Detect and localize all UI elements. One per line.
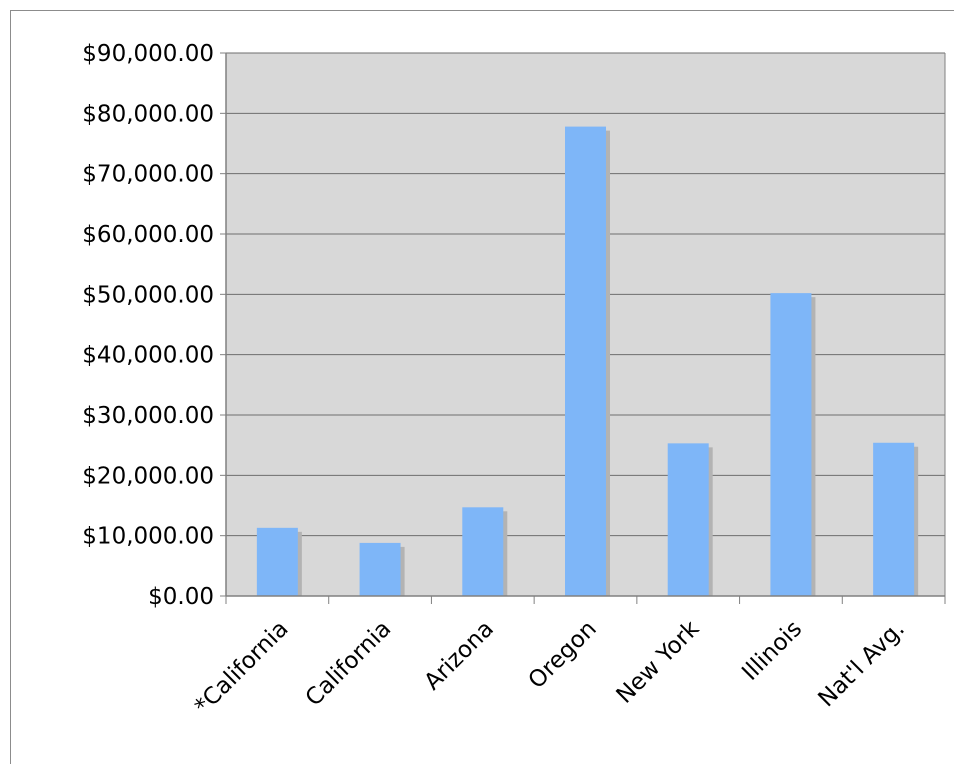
x-category-label: New York [612,615,705,708]
bar [667,443,709,596]
bar [873,442,915,596]
y-tick-label: $30,000.00 [82,403,214,429]
x-category-label: Oregon [524,616,602,694]
y-tick-label: $50,000.00 [82,282,214,308]
y-tick-label: $10,000.00 [82,524,214,550]
x-category-label: California [301,616,397,712]
y-tick-label: $20,000.00 [82,463,214,489]
y-tick-label: $80,000.00 [82,101,214,127]
bar [359,542,401,596]
bars [256,126,915,597]
x-category-label: *California [190,616,294,720]
y-tick-label: $40,000.00 [82,343,214,369]
x-axis-category-labels: *California California Arizona Oregon New Yo… [190,615,910,719]
y-tick-label: $70,000.00 [82,162,214,188]
bar-chart: $0.00 $10,000.00 $20,000.00 $30,000.00 $40,0… [82,41,946,720]
y-tick-label: $90,000.00 [82,41,214,67]
bar [462,507,504,596]
bar [770,293,812,596]
x-category-label: Arizona [420,616,499,695]
x-category-label: Nat'l Avg. [814,616,910,712]
y-axis-tick-labels: $0.00 $10,000.00 $20,000.00 $30,000.00 $40,0… [82,41,214,610]
bar [256,527,298,596]
bar [565,126,606,597]
axes [220,52,946,604]
chart-frame: $0.00 $10,000.00 $20,000.00 $30,000.00 $40,0… [10,10,954,764]
y-tick-label: $60,000.00 [82,222,214,248]
x-category-label: Illinois [737,616,807,686]
y-tick-label: $0.00 [148,584,214,610]
